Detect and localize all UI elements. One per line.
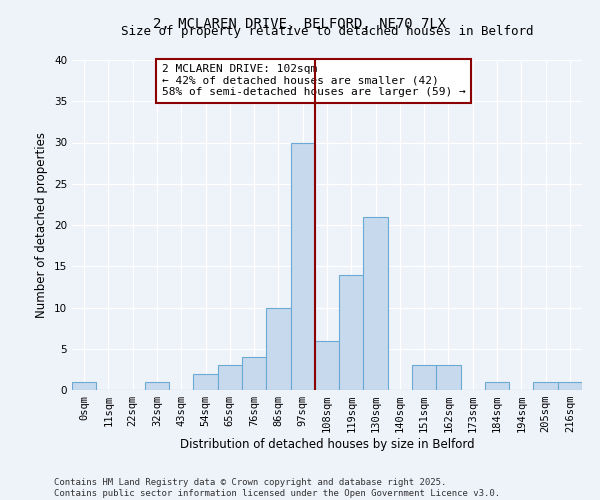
Text: Contains HM Land Registry data © Crown copyright and database right 2025.
Contai: Contains HM Land Registry data © Crown c… — [54, 478, 500, 498]
Bar — [218, 365, 242, 390]
Bar — [266, 308, 290, 390]
Y-axis label: Number of detached properties: Number of detached properties — [35, 132, 49, 318]
Bar — [315, 340, 339, 390]
Bar — [339, 274, 364, 390]
Bar — [193, 374, 218, 390]
X-axis label: Distribution of detached houses by size in Belford: Distribution of detached houses by size … — [179, 438, 475, 451]
Bar — [436, 365, 461, 390]
Title: Size of property relative to detached houses in Belford: Size of property relative to detached ho… — [121, 25, 533, 38]
Bar — [558, 382, 582, 390]
Bar — [72, 382, 96, 390]
Bar — [290, 142, 315, 390]
Text: 2, MCLAREN DRIVE, BELFORD, NE70 7LX: 2, MCLAREN DRIVE, BELFORD, NE70 7LX — [154, 18, 446, 32]
Bar — [242, 357, 266, 390]
Text: 2 MCLAREN DRIVE: 102sqm
← 42% of detached houses are smaller (42)
58% of semi-de: 2 MCLAREN DRIVE: 102sqm ← 42% of detache… — [162, 64, 466, 98]
Bar — [485, 382, 509, 390]
Bar — [412, 365, 436, 390]
Bar — [145, 382, 169, 390]
Bar — [364, 217, 388, 390]
Bar — [533, 382, 558, 390]
